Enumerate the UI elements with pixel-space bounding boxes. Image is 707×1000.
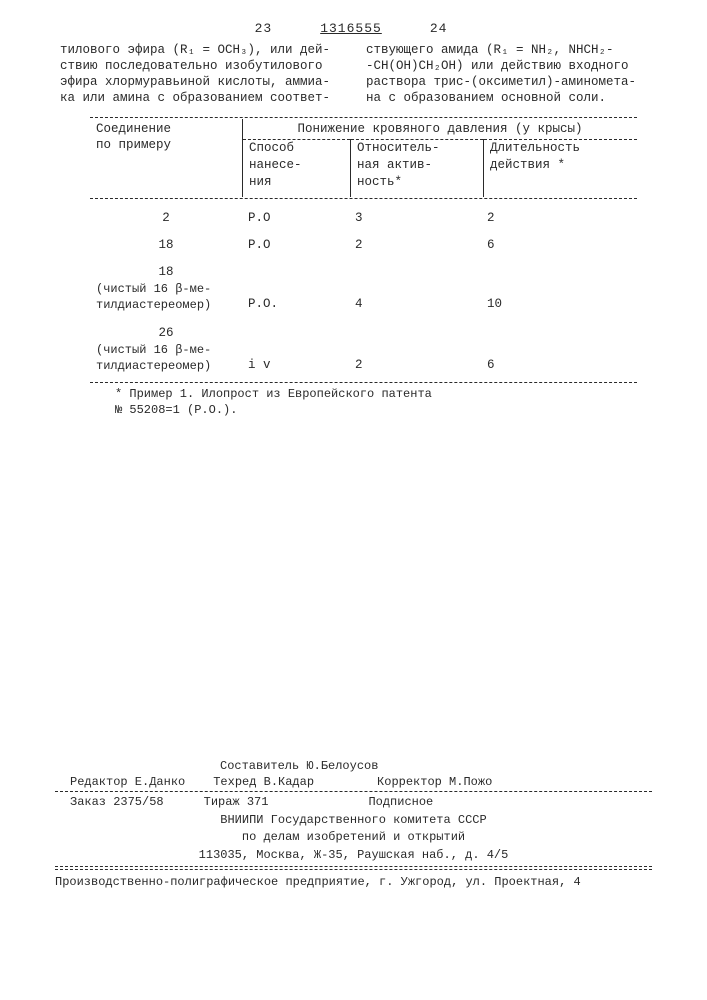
table-cell: 2 (90, 200, 242, 227)
table-cell: 18 (90, 254, 242, 281)
col-num-left: 23 (182, 20, 272, 38)
compiler: Составитель Ю.Белоусов (220, 758, 378, 774)
techred: Техред В.Кадар (213, 774, 314, 790)
table-footnote: * Пример 1. Илопрост из Европейского пат… (115, 387, 627, 418)
table-cell: 2 (349, 227, 481, 254)
group-header: Понижение кровяного давления (у крысы) (243, 119, 638, 140)
left-paragraph: тилового эфира (R₁ = OCH₃), или дей- ств… (60, 42, 346, 107)
table-cell: (чистый 16 β-ме- тилдиастереомер) (90, 342, 242, 376)
subscription: Подписное (368, 794, 433, 810)
col0-header: Соединение по примеру (90, 119, 243, 198)
sub-h2: Относитель- ная актив- ность* (351, 140, 484, 197)
printer-line: Производственно-полиграфическое предприя… (55, 869, 652, 890)
org-addr: 113035, Москва, Ж-35, Раушская наб., д. … (55, 847, 652, 863)
footer: Составитель Ю.Белоусов Редактор Е.Данко … (55, 758, 652, 890)
table-cell: 26 (90, 315, 242, 342)
table-cell: (чистый 16 β-ме- тилдиастереомер) (90, 281, 242, 315)
table-cell: 18 (90, 227, 242, 254)
sub-h3: Длительность действия * (484, 140, 638, 197)
data-table: Соединение по примеру Понижение кровяног… (90, 117, 637, 384)
sub-h1: Способ нанесе- ния (243, 140, 351, 197)
table-cell: 3 (349, 200, 481, 227)
editor: Редактор Е.Данко (70, 774, 185, 790)
doc-number: 1316555 (281, 20, 421, 38)
org-line2: по делам изобретений и открытий (55, 829, 652, 845)
org-line1: ВНИИПИ Государственного комитета СССР (55, 812, 652, 828)
table-cell: P.O. (242, 281, 349, 315)
tirazh: Тираж 371 (204, 794, 269, 810)
table-cell: 2 (349, 342, 481, 376)
table-cell: i v (242, 342, 349, 376)
table-cell: 2 (481, 200, 637, 227)
table-cell: 10 (481, 281, 637, 315)
table-cell: 6 (481, 342, 637, 376)
table-cell: 4 (349, 281, 481, 315)
corrector: Корректор М.Пожо (377, 774, 492, 790)
table-cell: 6 (481, 227, 637, 254)
right-paragraph: ствующего амида (R₁ = NH₂, NHCH₂- -CH(OH… (366, 42, 652, 107)
table-cell: P.O (242, 200, 349, 227)
page-header: 23 1316555 24 (60, 20, 652, 38)
order-num: Заказ 2375/58 (70, 794, 164, 810)
col-num-right: 24 (430, 20, 530, 38)
table-cell: P.O (242, 227, 349, 254)
